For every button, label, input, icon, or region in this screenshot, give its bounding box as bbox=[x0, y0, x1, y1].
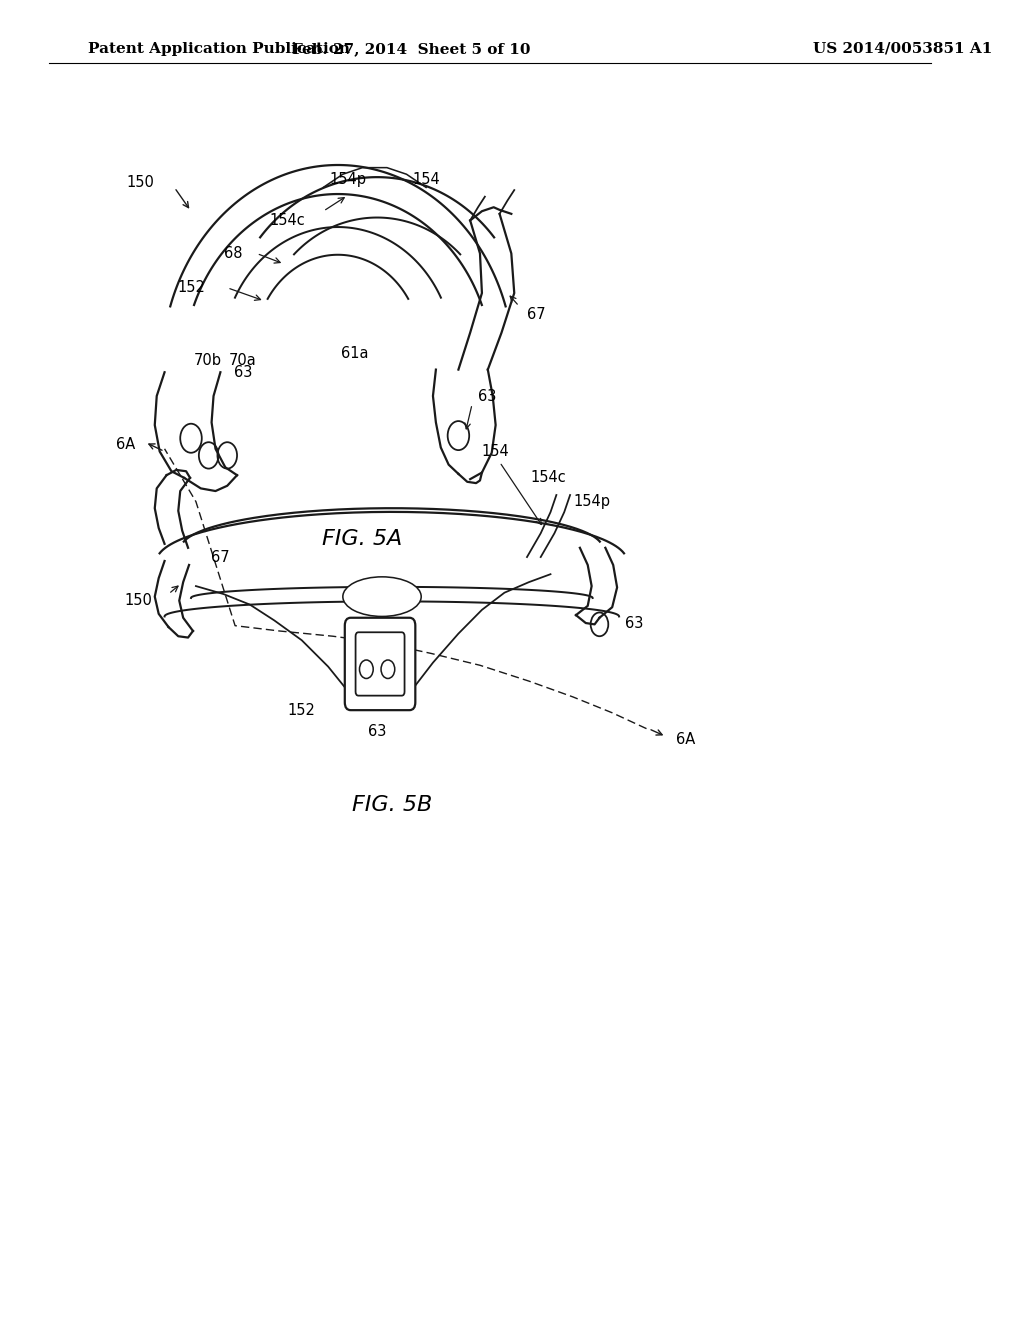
Text: FIG. 5B: FIG. 5B bbox=[351, 795, 432, 816]
FancyBboxPatch shape bbox=[345, 618, 416, 710]
Text: 154p: 154p bbox=[573, 494, 610, 510]
Text: 67: 67 bbox=[211, 549, 229, 565]
Text: 6A: 6A bbox=[676, 731, 695, 747]
Text: FIG. 5A: FIG. 5A bbox=[323, 528, 402, 549]
Text: 154p: 154p bbox=[330, 173, 367, 187]
Ellipse shape bbox=[343, 577, 421, 616]
Text: US 2014/0053851 A1: US 2014/0053851 A1 bbox=[813, 42, 992, 55]
Text: 61a: 61a bbox=[341, 346, 369, 362]
Text: 6A: 6A bbox=[116, 437, 135, 453]
Text: 150: 150 bbox=[127, 174, 155, 190]
Text: Patent Application Publication: Patent Application Publication bbox=[88, 42, 350, 55]
FancyBboxPatch shape bbox=[355, 632, 404, 696]
Text: 63: 63 bbox=[625, 615, 643, 631]
Text: 70a: 70a bbox=[229, 352, 257, 368]
Text: 154: 154 bbox=[413, 173, 440, 187]
Text: 154: 154 bbox=[482, 444, 510, 459]
Text: 70b: 70b bbox=[194, 352, 221, 368]
Text: 150: 150 bbox=[124, 593, 152, 609]
Text: 152: 152 bbox=[288, 702, 315, 718]
Text: 63: 63 bbox=[368, 723, 386, 739]
Text: 154c: 154c bbox=[270, 213, 305, 228]
Text: 152: 152 bbox=[178, 280, 206, 296]
Text: 63: 63 bbox=[478, 388, 497, 404]
Text: Feb. 27, 2014  Sheet 5 of 10: Feb. 27, 2014 Sheet 5 of 10 bbox=[292, 42, 530, 55]
Text: 154c: 154c bbox=[530, 470, 566, 486]
Text: 63: 63 bbox=[233, 364, 252, 380]
Text: 67: 67 bbox=[527, 306, 546, 322]
Text: 68: 68 bbox=[224, 246, 243, 261]
